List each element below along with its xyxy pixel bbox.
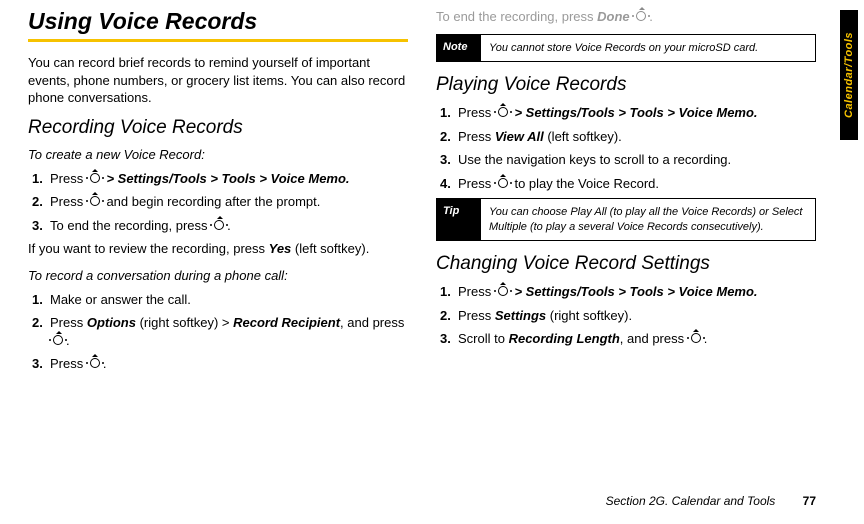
review-text: If you want to review the recording, pre… [28,240,408,258]
note-label: Note [437,35,481,61]
view-all-label: View All [495,129,544,144]
step-num: 4. [440,175,451,193]
step-text: (right softkey). [546,308,632,323]
step-num: 1. [440,104,451,122]
recording-length-label: Recording Length [509,331,620,346]
step-text: Press [50,194,87,209]
step-1: 1. Press > Settings/Tools > Tools > Voic… [28,170,408,188]
step-text: Press [50,315,87,330]
step-p3: 3. Use the navigation keys to scroll to … [436,151,816,169]
step-text: Press [458,308,495,323]
review-pre: If you want to review the recording, pre… [28,241,269,256]
step-num: 3. [440,330,451,348]
heading-recording: Recording Voice Records [28,117,408,139]
heading-changing: Changing Voice Record Settings [436,253,816,275]
menu-path: > Settings/Tools > Tools > Voice Memo. [103,171,350,186]
lead-create: To create a new Voice Record: [28,147,408,162]
navkey-icon [87,193,103,209]
step-c2: 2. Press Options (right softkey) > Recor… [28,314,408,349]
lead-conversation: To record a conversation during a phone … [28,268,408,283]
steps-conversation: 1. Make or answer the call. 2. Press Opt… [28,291,408,373]
step-c3: 3. Press . [28,355,408,373]
step-num: 2. [440,307,451,325]
step-text: and begin recording after the prompt. [103,194,321,209]
intro-text: You can record brief records to remind y… [28,54,408,107]
step-num: 2. [32,193,43,211]
step-p1: 1. Press > Settings/Tools > Tools > Voic… [436,104,816,122]
right-column: To end the recording, press Done . Note … [436,8,816,379]
tip-text: You can choose Play All (to play all the… [481,199,815,240]
step-text: Press [50,171,87,186]
step-text: Press [458,284,495,299]
navkey-icon [50,332,66,348]
footer-page: 77 [803,494,816,508]
step-p4: 4. Press to play the Voice Record. [436,175,816,193]
navkey-icon [495,283,511,299]
step-g1: 1. Press > Settings/Tools > Tools > Voic… [436,283,816,301]
left-column: Using Voice Records You can record brief… [28,8,408,379]
tip-label: Tip [437,199,481,240]
steps-create: 1. Press > Settings/Tools > Tools > Voic… [28,170,408,235]
footer-section: Section 2G. Calendar and Tools [606,494,776,508]
step-text: . [103,356,107,371]
step-num: 3. [32,355,43,373]
navkey-icon [688,330,704,346]
step-num: 3. [440,151,451,169]
side-tab: Calendar/Tools [840,10,858,140]
step-text: , and press [620,331,688,346]
navkey-icon [495,104,511,120]
yes-label: Yes [269,241,292,256]
heading-using-voice-records: Using Voice Records [28,8,408,35]
step-num: 2. [440,128,451,146]
step-text: (left softkey). [544,129,622,144]
note-text: You cannot store Voice Records on your m… [481,35,766,61]
faint-pre: To end the recording, press [436,9,597,24]
steps-playing: 1. Press > Settings/Tools > Tools > Voic… [436,104,816,192]
done-label: Done [597,9,630,24]
tip-box: Tip You can choose Play All (to play all… [436,198,816,241]
navkey-icon [211,217,227,233]
page-footer: Section 2G. Calendar and Tools 77 [606,494,816,508]
heading-playing: Playing Voice Records [436,74,816,96]
step-text: Press [458,176,495,191]
step-text: Use the navigation keys to scroll to a r… [458,152,731,167]
step-num: 1. [32,291,43,309]
settings-label: Settings [495,308,546,323]
step-text: To end the recording, press [50,218,211,233]
options-label: Options [87,315,136,330]
step-text: Press [458,105,495,120]
steps-changing: 1. Press > Settings/Tools > Tools > Voic… [436,283,816,348]
step-3: 3. To end the recording, press . [28,217,408,235]
menu-path: > Settings/Tools > Tools > Voice Memo. [511,105,758,120]
step-p2: 2. Press View All (left softkey). [436,128,816,146]
step-text: Press [50,356,87,371]
step-2: 2. Press and begin recording after the p… [28,193,408,211]
step-g2: 2. Press Settings (right softkey). [436,307,816,325]
step-num: 3. [32,217,43,235]
menu-path: > Settings/Tools > Tools > Voice Memo. [511,284,758,299]
step-text: (right softkey) > [136,315,233,330]
note-box: Note You cannot store Voice Records on y… [436,34,816,62]
step-text: Make or answer the call. [50,292,191,307]
step-text: Scroll to [458,331,509,346]
step-num: 1. [440,283,451,301]
step-num: 2. [32,314,43,332]
step-c1: 1. Make or answer the call. [28,291,408,309]
navkey-icon [633,8,649,24]
record-recipient-label: Record Recipient [233,315,340,330]
faint-end-recording: To end the recording, press Done . [436,8,816,24]
navkey-icon [87,355,103,371]
heading-rule [28,39,408,42]
page-columns: Using Voice Records You can record brief… [0,0,864,379]
navkey-icon [87,170,103,186]
step-g3: 3. Scroll to Recording Length, and press… [436,330,816,348]
step-text: , and press [340,315,404,330]
navkey-icon [495,175,511,191]
step-text: Press [458,129,495,144]
review-post: (left softkey). [291,241,369,256]
step-text: to play the Voice Record. [511,176,659,191]
step-num: 1. [32,170,43,188]
